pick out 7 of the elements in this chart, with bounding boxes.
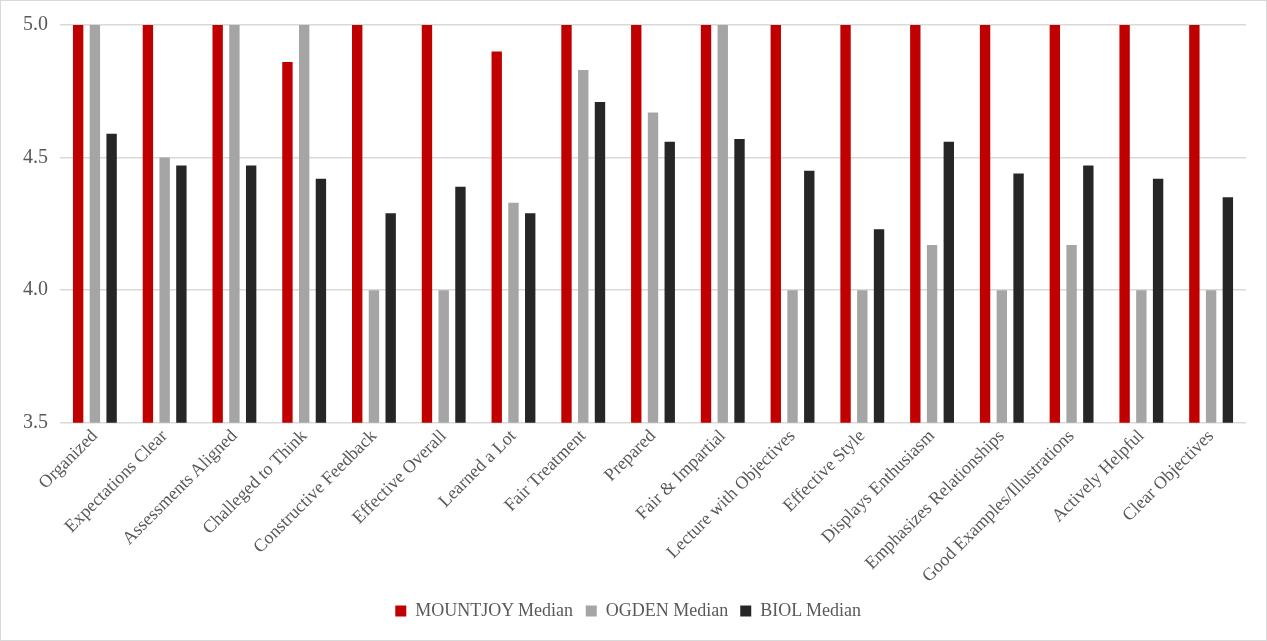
y-tick-label: 4.0 — [23, 277, 48, 300]
legend-label: BIOL Median — [760, 599, 862, 620]
legend-label: MOUNTJOY Median — [415, 599, 574, 620]
y-tick-label: 3.5 — [23, 409, 48, 432]
y-tick-label: 5.0 — [23, 12, 48, 35]
y-tick-label: 4.5 — [23, 144, 48, 167]
legend-label: OGDEN Median — [605, 599, 729, 620]
